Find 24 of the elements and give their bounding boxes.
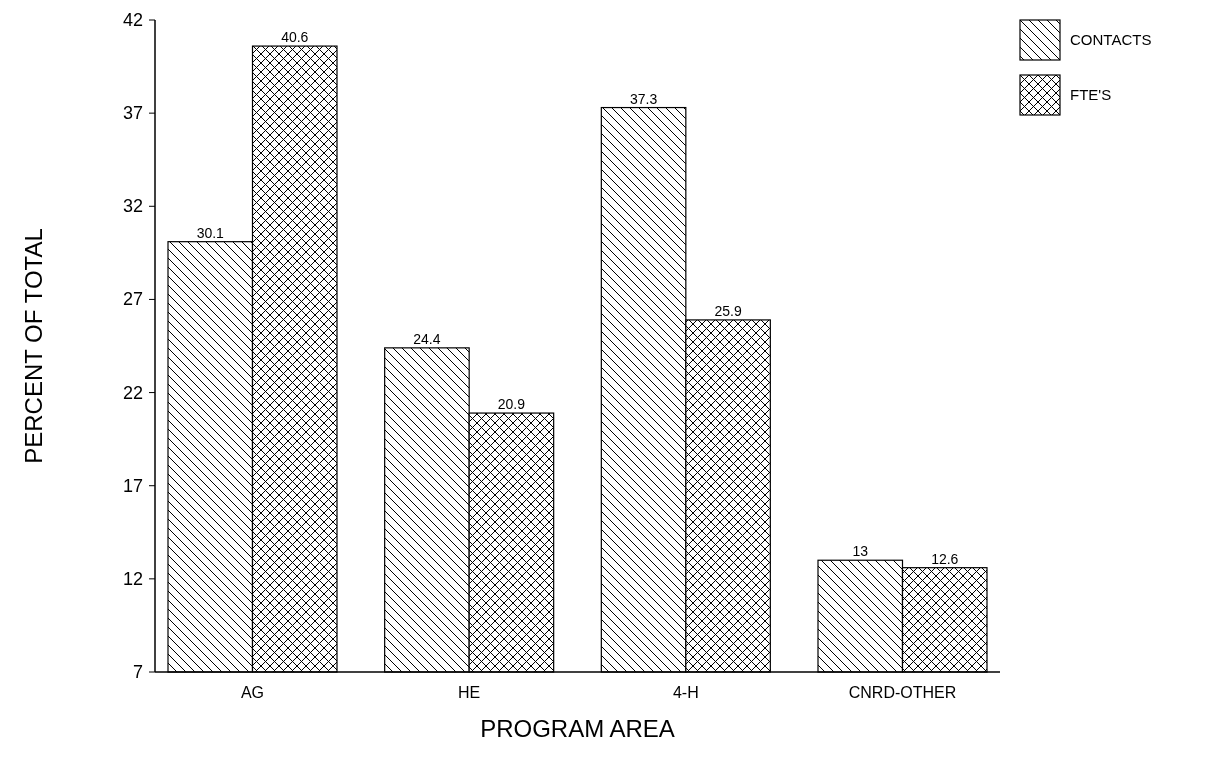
x-tick-label: CNRD-OTHER: [848, 684, 957, 701]
x-tick-label: HE: [458, 684, 481, 701]
y-tick-label: 7: [132, 662, 143, 682]
data-label: 37.3: [629, 90, 658, 107]
data-label: 40.6: [281, 29, 309, 46]
text: FTE'S: [1070, 86, 1112, 103]
data-label: 12.6: [931, 550, 959, 567]
y-tick-label: 32: [122, 196, 143, 217]
data-label: 25.9: [714, 302, 742, 319]
y-tick-label: 17: [122, 475, 143, 496]
data-label: 13: [852, 543, 869, 560]
y-tick-label: 22: [122, 382, 143, 403]
x-tick-label: AG: [240, 684, 265, 701]
y-tick-label: 27: [122, 289, 143, 310]
text: CONTACTS: [1070, 31, 1152, 48]
y-axis-title: PERCENT OF TOTAL: [20, 228, 47, 464]
x-axis-title: PROGRAM AREA: [480, 715, 675, 742]
x-tick-label: 4-H: [672, 684, 699, 701]
data-label: 30.1: [196, 224, 225, 241]
y-tick-label: 12: [122, 568, 143, 589]
data-label: 24.4: [413, 330, 441, 347]
data-label: 20.9: [497, 396, 526, 413]
y-tick-label: 42: [122, 10, 143, 30]
y-tick-label: 37: [122, 103, 143, 124]
